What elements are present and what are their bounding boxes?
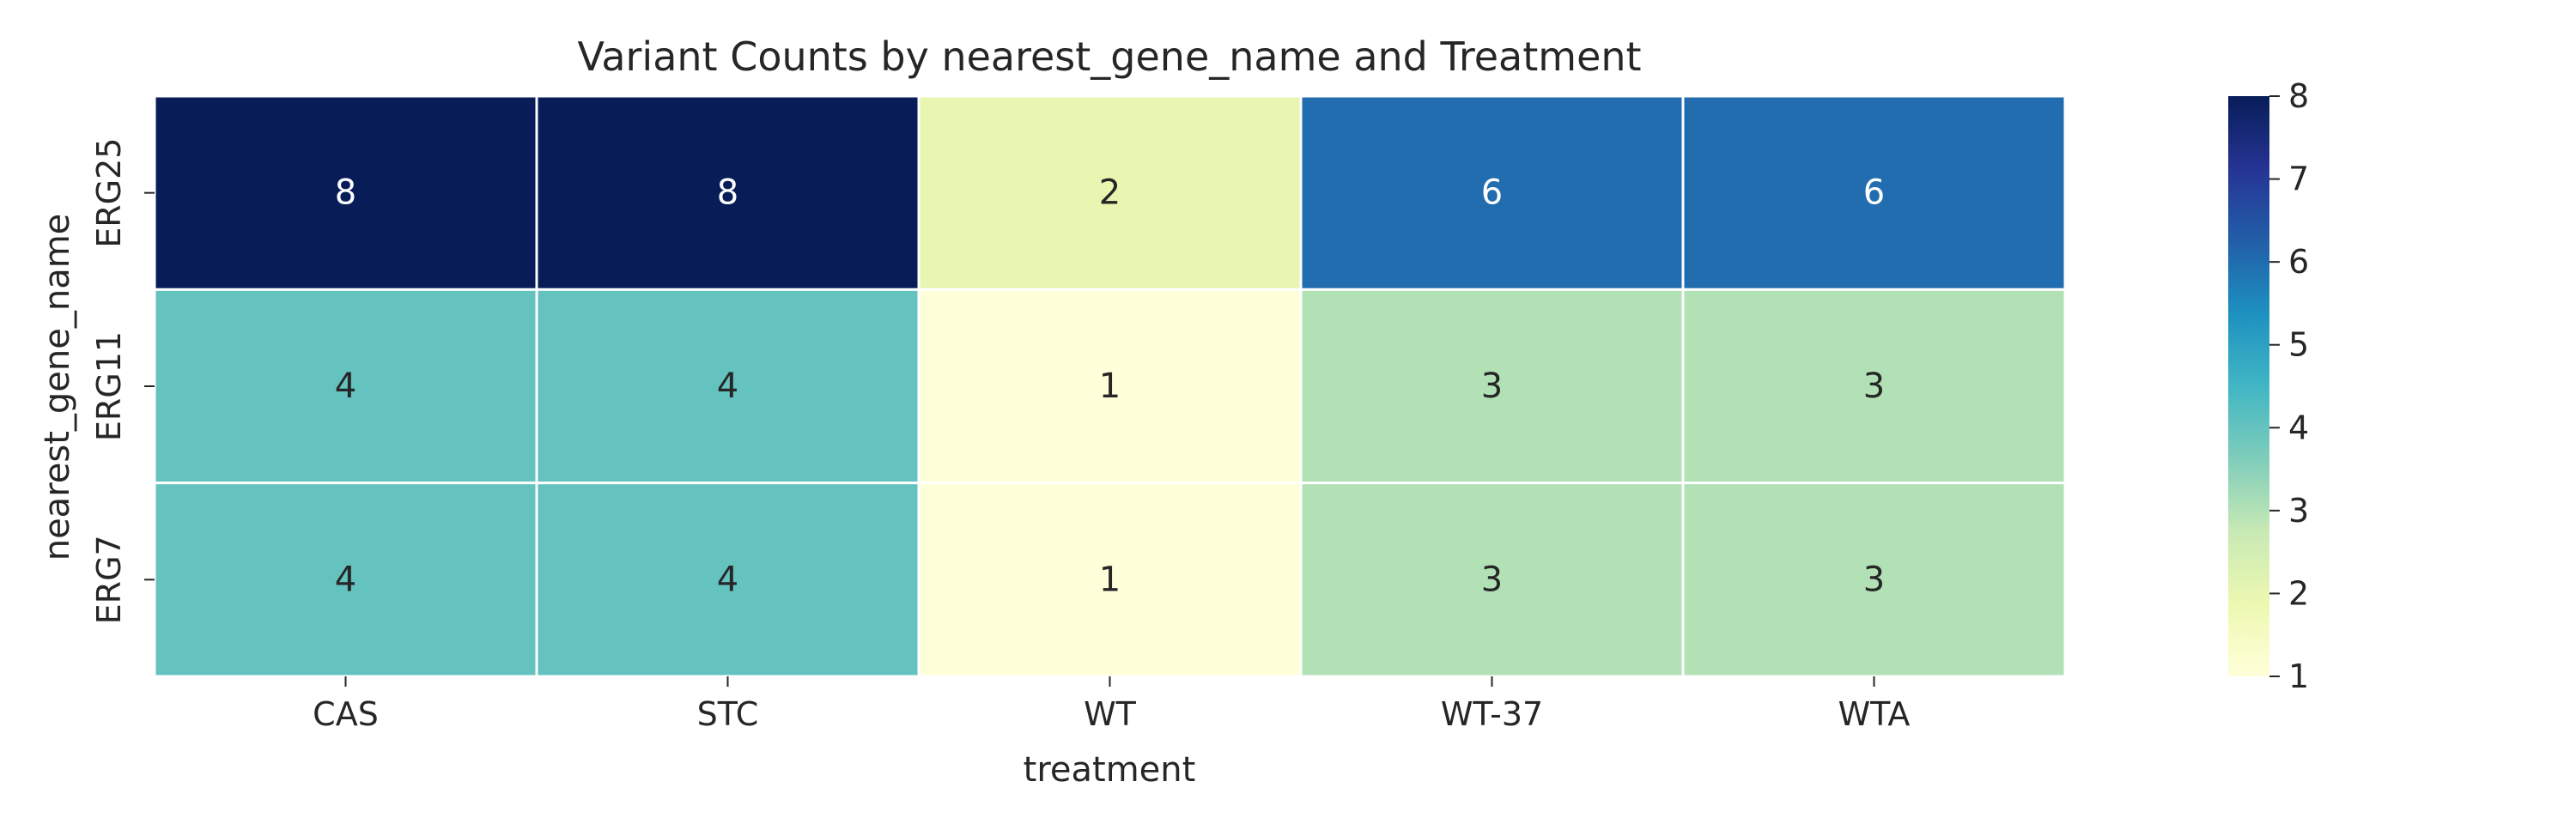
cell-value-label: 4 [335, 560, 356, 599]
y-axis-label: nearest_gene_name [38, 214, 77, 561]
heatmap-cell [1681, 288, 2067, 485]
heatmap-cells [153, 94, 2067, 678]
chart-title: Variant Counts by nearest_gene_name and … [577, 33, 1641, 80]
x-tick-label: STC [697, 695, 759, 733]
cell-value-label: 4 [717, 560, 738, 599]
colorbar: 1 2 3 4 5 6 7 8 [2228, 77, 2309, 695]
cell-value-label: 6 [1481, 173, 1503, 213]
cell-value-label: 4 [335, 367, 356, 406]
cell-value-label: 3 [1863, 560, 1885, 599]
y-tick-label: ERG25 [90, 138, 128, 248]
x-tick-label: WT [1084, 695, 1137, 733]
heatmap-cell [153, 288, 538, 485]
y-tick-label: ERG7 [90, 535, 128, 624]
heatmap-cell [1299, 94, 1685, 291]
heatmap-cell [917, 288, 1303, 485]
x-tick-label: CAS [313, 695, 379, 733]
cell-value-label: 1 [1099, 560, 1121, 599]
cell-labels: 8 8 2 6 6 4 4 1 3 3 4 4 1 3 3 [335, 173, 1885, 600]
heatmap-cell [535, 482, 920, 678]
heatmap-cell [1681, 482, 2067, 678]
colorbar-tick-label: 8 [2288, 77, 2309, 115]
colorbar-tick-label: 7 [2288, 161, 2309, 198]
y-tick-label: ERG11 [90, 331, 128, 441]
colorbar-tick-label: 4 [2288, 409, 2309, 446]
heatmap-cell [535, 94, 920, 291]
colorbar-gradient [2228, 96, 2269, 676]
cell-value-label: 3 [1863, 367, 1885, 406]
cell-value-label: 2 [1099, 173, 1121, 213]
colorbar-tick-label: 1 [2288, 657, 2309, 695]
x-tick-label: WT-37 [1441, 695, 1543, 733]
cell-value-label: 4 [717, 367, 738, 406]
cell-value-label: 3 [1481, 560, 1503, 599]
x-axis-label: treatment [1024, 750, 1196, 790]
cell-value-label: 8 [717, 173, 738, 213]
heatmap-cell [917, 94, 1303, 291]
colorbar-tick-label: 3 [2288, 492, 2309, 530]
cell-value-label: 1 [1099, 367, 1121, 406]
cell-value-label: 8 [335, 173, 356, 213]
cell-value-label: 3 [1481, 367, 1503, 406]
colorbar-tick-label: 5 [2288, 326, 2309, 364]
y-axis: ERG25 ERG11 ERG7 [90, 138, 155, 624]
x-axis: CAS STC WT WT-37 WTA [313, 676, 1910, 733]
colorbar-tick-label: 6 [2288, 243, 2309, 281]
heatmap-cell [1681, 94, 2067, 291]
heatmap-cell [917, 482, 1303, 678]
x-tick-label: WTA [1838, 695, 1911, 733]
colorbar-tick-label: 2 [2288, 574, 2309, 612]
heatmap-cell [153, 94, 538, 291]
cell-value-label: 6 [1863, 173, 1885, 213]
heatmap-cell [1299, 482, 1685, 678]
